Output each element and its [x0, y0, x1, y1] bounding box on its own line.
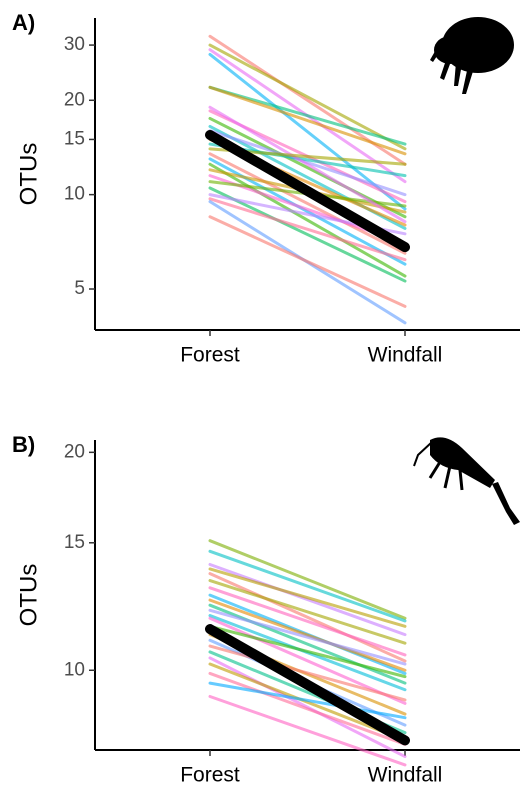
x-tick-label: Windfall	[368, 764, 443, 787]
series-line	[208, 186, 407, 283]
series-line	[208, 562, 407, 637]
y-tick-label: 30	[64, 34, 85, 55]
series-line	[208, 197, 407, 262]
series-line	[208, 572, 407, 663]
panel-label: B)	[12, 432, 35, 457]
series-line	[208, 43, 407, 151]
beetle-icon	[430, 17, 514, 94]
series-line	[208, 105, 407, 224]
x-tick-label: Forest	[180, 344, 240, 367]
series-line	[208, 608, 407, 666]
x-tick-label: Windfall	[368, 344, 443, 367]
series-line	[208, 85, 407, 156]
series-line	[208, 681, 407, 720]
series-line	[208, 116, 407, 219]
series-line	[208, 152, 407, 255]
series-line	[208, 586, 407, 657]
series-line	[208, 671, 407, 746]
panel-label: A)	[12, 10, 35, 35]
series-line	[208, 549, 407, 623]
series-line	[208, 567, 407, 628]
series-line	[208, 624, 407, 679]
springtail-icon	[413, 437, 520, 525]
y-tick-label: 15	[64, 532, 85, 553]
series-line	[208, 644, 407, 702]
series-line	[208, 539, 407, 620]
series-line	[208, 598, 407, 672]
series-line	[208, 162, 407, 278]
series-line	[208, 616, 407, 705]
y-tick-label: 5	[74, 278, 85, 299]
mean-line	[205, 129, 410, 253]
series-line	[208, 129, 407, 197]
y-axis-title: OTUs	[15, 143, 42, 206]
series-line	[208, 694, 407, 767]
y-tick-label: 20	[64, 89, 85, 110]
series-line	[208, 656, 407, 759]
x-tick-label: Forest	[180, 764, 240, 787]
y-tick-label: 20	[64, 441, 85, 462]
y-axis-title: OTUs	[15, 564, 42, 627]
y-tick-label: 10	[64, 184, 85, 205]
series-line	[208, 662, 407, 742]
series-line	[208, 85, 407, 146]
y-tick-label: 15	[64, 128, 85, 149]
mean-line	[205, 624, 410, 746]
series-line	[208, 579, 407, 645]
y-tick-label: 10	[64, 659, 85, 680]
series-line	[208, 215, 407, 308]
